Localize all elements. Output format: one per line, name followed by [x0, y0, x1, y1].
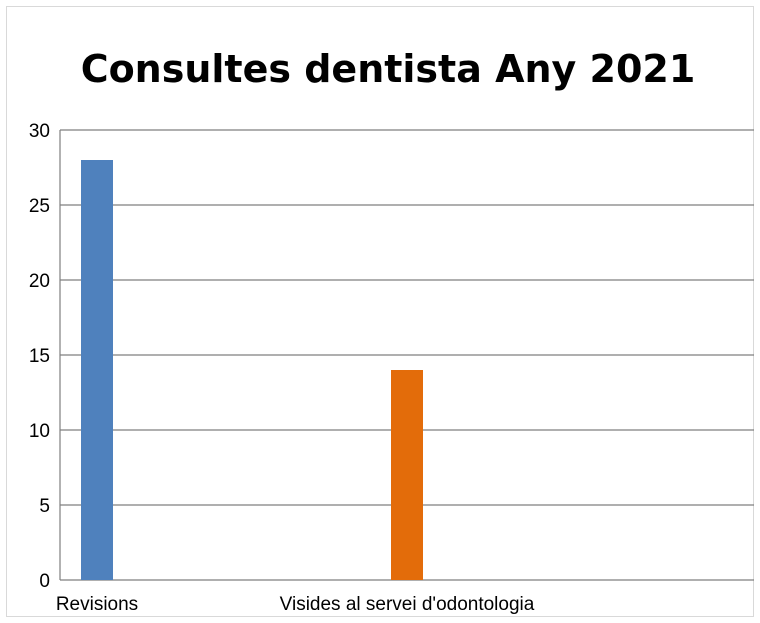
- x-axis-category-labels: Revisions Visides al servei d'odontologia: [56, 594, 535, 615]
- chart-frame: [6, 6, 754, 617]
- y-tick-label: 10: [29, 421, 50, 442]
- y-axis-tick-labels: 0 5 10 15 20 25 30: [29, 121, 50, 592]
- y-tick-label: 15: [29, 346, 50, 367]
- y-tick-label: 25: [29, 196, 50, 217]
- gridlines: [59, 129, 754, 581]
- bar-revisions: [81, 160, 113, 580]
- chart-title: Consultes dentista Any 2021: [81, 47, 696, 91]
- x-category-label: Visides al servei d'odontologia: [280, 594, 535, 615]
- y-tick-label: 20: [29, 271, 50, 292]
- bars: [81, 160, 423, 580]
- x-category-label: Revisions: [56, 594, 138, 615]
- y-tick-label: 30: [29, 121, 50, 142]
- y-tick-label: 5: [39, 496, 50, 517]
- y-tick-label: 0: [39, 571, 50, 592]
- bar-visides-odontologia: [391, 370, 423, 580]
